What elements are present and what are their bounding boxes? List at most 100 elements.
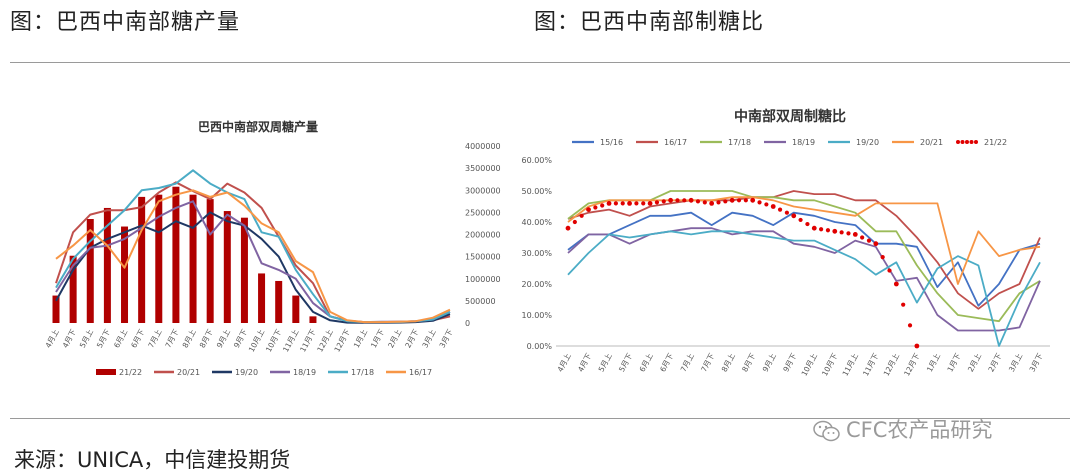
- bar-21-22: [121, 226, 129, 323]
- y-tick-label: 1000000: [465, 275, 501, 284]
- legend-label: 17/18: [351, 368, 374, 377]
- series-dot-21-22: [634, 201, 639, 206]
- x-tick-label: 11月下: [861, 351, 881, 377]
- series-dot-21-22: [866, 238, 872, 243]
- y-tick-label: 10.00%: [521, 311, 552, 320]
- x-tick-label: 7月上: [679, 351, 696, 373]
- x-tick-label: 6月上: [638, 351, 655, 373]
- x-tick-label: 12月上: [882, 351, 902, 377]
- x-tick-label: 4月上: [556, 351, 573, 373]
- x-tick-label: 9月上: [761, 351, 778, 373]
- x-tick-label: 10月上: [800, 351, 820, 377]
- series-point-21-22: [586, 207, 591, 213]
- series-point-21-22: [873, 241, 879, 247]
- legend-label: 21/22: [119, 368, 142, 377]
- legend-label: 16/17: [664, 138, 687, 147]
- series-point-21-22: [893, 281, 899, 287]
- x-tick-label: 7月下: [699, 351, 716, 373]
- series-line-15-16: [567, 211, 1041, 307]
- series-point-21-22: [791, 213, 797, 219]
- y-tick-label: 4000000: [465, 142, 501, 151]
- x-tick-label: 10月下: [820, 351, 840, 377]
- bottom-divider: [10, 418, 1070, 419]
- series-point-21-22: [729, 197, 735, 203]
- series-dot-21-22: [860, 235, 865, 240]
- series-dot-21-22: [784, 210, 789, 215]
- series-dot-21-22: [846, 231, 851, 236]
- bar-21-22: [155, 194, 163, 323]
- series-dot-21-22: [764, 202, 769, 207]
- series-dot-21-22: [723, 199, 728, 204]
- series-dot-21-22: [682, 198, 687, 203]
- y-tick-label: 500000: [465, 297, 496, 306]
- series-point-21-22: [852, 232, 858, 237]
- source-note: 来源：UNICA，中信建投期货: [14, 448, 291, 472]
- bar-21-22: [103, 207, 111, 323]
- bar-21-22: [309, 316, 317, 323]
- legend-swatch: [956, 140, 960, 144]
- series-dot-21-22: [572, 219, 577, 225]
- series-dot-21-22: [654, 200, 660, 205]
- bar-21-22: [138, 196, 146, 323]
- x-tick-label: 12月下: [902, 351, 922, 377]
- left-heading: 图：巴西中南部糖产量: [10, 10, 241, 35]
- x-tick-label: 2月下: [986, 351, 1003, 373]
- x-tick-label: 11月上: [841, 351, 861, 377]
- x-tick-label: 5月下: [617, 351, 634, 373]
- series-dot-21-22: [695, 199, 701, 204]
- series-point-21-22: [811, 225, 817, 231]
- series-line-16-17: [567, 190, 1041, 310]
- series-dot-21-22: [819, 227, 824, 232]
- series-dot-21-22: [613, 201, 618, 206]
- series-dot-21-22: [805, 221, 810, 227]
- top-divider: [10, 62, 1070, 63]
- x-tick-label: 1月下: [945, 351, 962, 373]
- series-dot-21-22: [579, 213, 584, 218]
- chart-title: 中南部双周制糖比: [734, 108, 846, 125]
- watermark-text: CFC农产品研究: [846, 418, 993, 442]
- bar-21-22: [69, 255, 77, 323]
- y-tick-label: 40.00%: [521, 218, 552, 227]
- series-dot-21-22: [641, 201, 646, 206]
- y-tick-label: 30.00%: [521, 249, 552, 258]
- legend-label: 16/17: [409, 368, 432, 377]
- legend-label: 18/19: [792, 138, 815, 147]
- bar-21-22: [240, 217, 248, 323]
- series-dot-21-22: [887, 268, 892, 273]
- right-heading: 图：巴西中南部制糖比: [534, 10, 765, 35]
- series-point-21-22: [709, 201, 715, 206]
- series-dot-21-22: [593, 205, 598, 210]
- series-point-21-22: [688, 197, 694, 203]
- series-line-19-20: [567, 230, 1041, 347]
- bar-21-22: [206, 199, 214, 323]
- y-tick-label: 3000000: [465, 186, 501, 195]
- series-point-21-22: [668, 197, 674, 203]
- series-dot-21-22: [620, 201, 625, 206]
- x-tick-label: 5月上: [597, 351, 614, 373]
- legend-swatch: [96, 369, 116, 375]
- series-dot-21-22: [757, 200, 762, 205]
- wechat-icon: [813, 420, 840, 442]
- x-tick-label: 8月上: [720, 351, 737, 373]
- series-dot-21-22: [743, 198, 748, 203]
- series-dot-21-22: [907, 323, 913, 328]
- series-point-21-22: [647, 201, 653, 206]
- series-dot-21-22: [702, 200, 707, 205]
- legend-swatch: [969, 140, 974, 144]
- legend-swatch: [965, 140, 969, 144]
- series-dot-21-22: [600, 203, 605, 208]
- bar-21-22: [275, 280, 283, 323]
- legend-label: 19/20: [856, 138, 879, 147]
- series-line-16-17: [55, 189, 451, 324]
- series-point-21-22: [914, 343, 920, 349]
- series-dot-21-22: [675, 198, 680, 203]
- y-tick-label: 2500000: [465, 208, 501, 217]
- x-tick-label: 4月下: [576, 351, 593, 373]
- y-tick-label: 50.00%: [521, 187, 552, 196]
- x-tick-label: 2月上: [966, 351, 983, 373]
- series-dot-21-22: [839, 230, 844, 235]
- y-tick-label: 60.00%: [521, 156, 552, 165]
- bar-21-22: [258, 273, 266, 323]
